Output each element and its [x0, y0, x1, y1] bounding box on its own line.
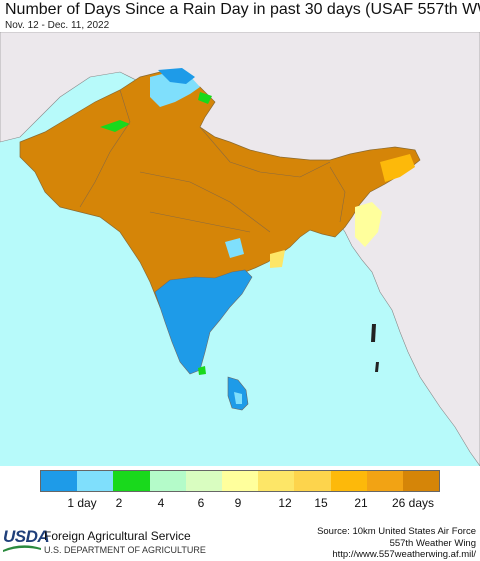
region-orange-ne — [380, 154, 415, 182]
credit-line-1: Source: 10km United States Air Force — [317, 526, 476, 537]
region-yellow-east — [270, 250, 285, 268]
legend-swatch — [149, 471, 186, 491]
legend-swatch — [221, 471, 259, 491]
footer: USDA Foreign Agricultural Service U.S. D… — [0, 522, 480, 561]
legend-label: 4 — [157, 496, 165, 510]
legend-label: 26 days — [391, 496, 435, 510]
usda-logo: USDA — [3, 527, 50, 552]
nicobar-islands — [375, 362, 379, 372]
region-green-north — [100, 120, 130, 132]
region-yellow-ne — [355, 202, 382, 247]
legend-label: 15 — [314, 496, 328, 510]
credit-line-3: http://www.557weatherwing.af.mil/ — [332, 549, 476, 560]
legend-swatch — [294, 471, 331, 491]
legend-labels: 1 day 2 4 6 9 12 15 21 26 days — [0, 496, 480, 512]
region-wet-north-blue — [158, 68, 195, 84]
internal-borders — [79, 89, 346, 233]
legend-label: 9 — [234, 496, 242, 510]
legend-swatch — [258, 471, 295, 491]
region-wet-south — [154, 269, 253, 375]
region-green-south — [198, 366, 206, 375]
map-panel — [0, 32, 480, 466]
agency-name: Foreign Agricultural Service — [44, 529, 191, 543]
map-title: Number of Days Since a Rain Day in past … — [5, 1, 480, 18]
usda-swoosh-icon — [3, 545, 41, 552]
source-credit: Source: 10km United States Air Force 557… — [317, 526, 476, 561]
department-name: U.S. DEPARTMENT OF AGRICULTURE — [44, 545, 206, 555]
legend-label: 1 day — [67, 496, 97, 510]
rain-day-map — [0, 32, 480, 466]
legend-swatch — [77, 471, 114, 491]
legend-swatch — [41, 471, 78, 491]
legend-swatch — [402, 471, 440, 491]
legend-swatch — [366, 471, 403, 491]
usda-logo-text: USDA — [3, 527, 50, 546]
legend-swatch — [185, 471, 222, 491]
legend-label: 6 — [197, 496, 205, 510]
legend-swatch — [330, 471, 367, 491]
legend-swatch — [113, 471, 150, 491]
sri-lanka-light — [234, 392, 242, 404]
credit-line-2: 557th Weather Wing — [389, 537, 476, 549]
region-green-north2 — [198, 92, 212, 104]
legend-label: 2 — [115, 496, 123, 510]
legend-label: 12 — [278, 496, 292, 510]
andaman-islands — [371, 324, 376, 342]
color-legend — [40, 470, 440, 492]
date-range: Nov. 12 - Dec. 11, 2022 — [5, 20, 110, 31]
region-lightcyan-central — [225, 238, 244, 258]
legend-label: 21 — [354, 496, 368, 510]
